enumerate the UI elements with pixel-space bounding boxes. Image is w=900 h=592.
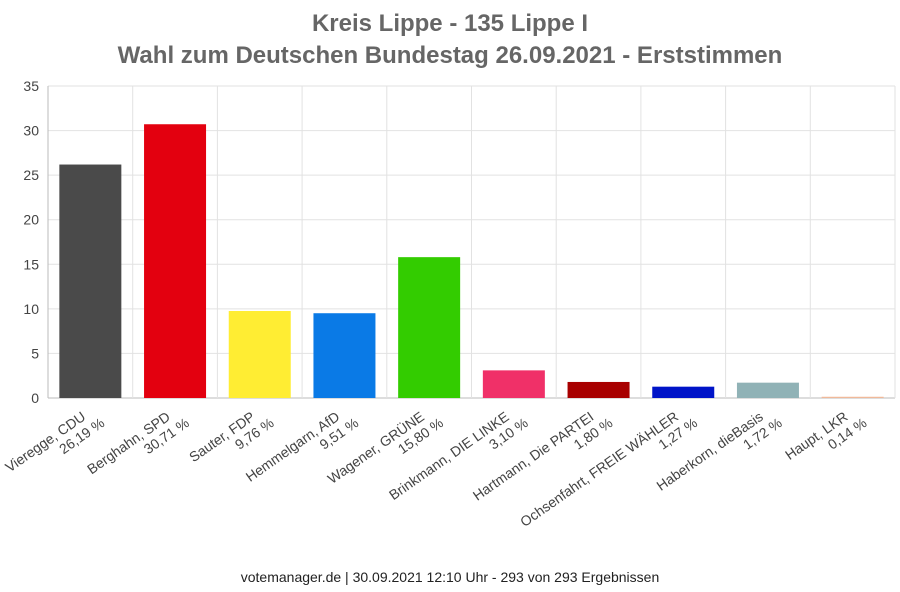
bar-7 — [567, 381, 630, 398]
y-tick-label: 30 — [23, 123, 39, 139]
bar-1 — [59, 164, 122, 398]
chart-title-line1: Kreis Lippe - 135 Lippe I — [311, 10, 589, 37]
y-tick-label: 10 — [23, 301, 39, 317]
bar-2 — [144, 124, 207, 399]
y-tick-label: 5 — [31, 345, 39, 361]
bar-3 — [228, 310, 291, 398]
y-tick-label: 20 — [23, 212, 39, 228]
bar-4 — [313, 313, 376, 398]
y-tick-label: 0 — [31, 390, 39, 406]
bar-9 — [736, 382, 799, 398]
bar-10 — [821, 396, 884, 398]
footer-source: votemanager.de | 30.09.2021 12:10 Uhr - … — [240, 569, 660, 585]
chart-title-line2: Wahl zum Deutschen Bundestag 26.09.2021 … — [117, 42, 783, 69]
y-tick-label: 15 — [23, 256, 39, 272]
bar-6 — [482, 370, 545, 398]
y-tick-label: 25 — [23, 167, 39, 183]
bar-5 — [398, 257, 461, 398]
y-tick-label: 35 — [23, 78, 39, 94]
bar-8 — [652, 386, 715, 398]
